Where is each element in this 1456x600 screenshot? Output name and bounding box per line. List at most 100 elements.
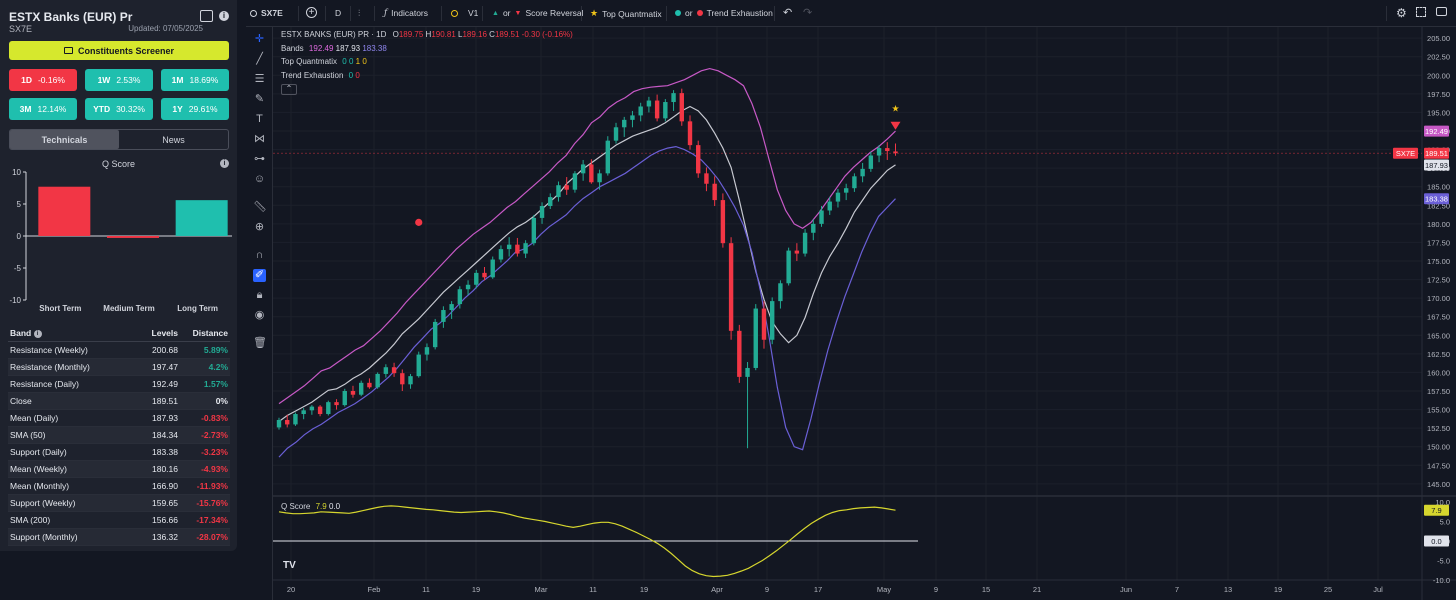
candle-body: [753, 308, 758, 368]
qscore-info-icon[interactable]: i: [220, 159, 229, 168]
projection-tool[interactable]: ⊶: [253, 153, 266, 166]
emoji-tool[interactable]: ☺: [253, 173, 266, 186]
candle-body: [326, 402, 331, 415]
price-tick-label: 157.50: [1427, 387, 1450, 396]
trend-exhaustion-indicator[interactable]: or Trend Exhaustion: [675, 8, 773, 18]
perf-value: 30.32%: [116, 104, 145, 114]
fullscreen-icon: [1416, 7, 1426, 17]
tab-news[interactable]: News: [162, 134, 185, 145]
magnet-tool[interactable]: ∩: [253, 249, 266, 262]
brush-tool[interactable]: ✎: [253, 93, 266, 106]
topq-v0: 0: [342, 57, 347, 66]
time-tick-label: Mar: [535, 585, 548, 594]
bands-upper: 192.49: [308, 44, 334, 53]
fib-tool[interactable]: ☰: [253, 73, 266, 86]
perf-tile-ytd[interactable]: YTD 30.32%: [85, 98, 153, 120]
version-label: V1: [468, 8, 479, 18]
info-icon[interactable]: i: [219, 11, 229, 21]
band-level: 187.93: [152, 413, 178, 423]
qscore-current-box: [1424, 504, 1449, 516]
price-tick-label: 150.00: [1427, 443, 1450, 452]
collapse-legend-button[interactable]: ⌃: [281, 84, 297, 95]
price-tick-label: 200.00: [1427, 71, 1450, 80]
legend-main: ESTX BANKS (EUR) PR · 1D O189.75 H190.81…: [281, 30, 573, 39]
candle-body: [408, 376, 413, 385]
candle-body: [293, 414, 298, 425]
candle-body: [317, 406, 323, 415]
legend-o-label: O: [392, 30, 399, 39]
candle-body: [334, 402, 339, 406]
perf-period: 3M: [19, 104, 32, 114]
indicators-button[interactable]: ƒ Indicators: [384, 8, 428, 18]
trendline-tool[interactable]: ╱: [253, 53, 266, 66]
header-distance: Distance: [192, 328, 228, 338]
lock-tool[interactable]: 🔒︎: [253, 289, 266, 302]
version-button[interactable]: V1: [451, 8, 478, 18]
candle-body: [696, 145, 701, 174]
candle-body: [474, 272, 479, 285]
screenshot-button[interactable]: [1436, 7, 1447, 16]
band-level: 184.34: [152, 430, 178, 440]
candle-body: [400, 373, 405, 385]
redo-button[interactable]: ↷: [803, 6, 812, 19]
perf-tile-1m[interactable]: 1M 18.69%: [161, 69, 229, 91]
updated-date: Updated: 07/05/2025: [128, 24, 203, 33]
interval-button[interactable]: D: [335, 8, 341, 18]
chart-type-button[interactable]: ⫶: [358, 8, 360, 19]
symbol-search[interactable]: SX7E: [250, 8, 283, 18]
candle-body: [285, 419, 290, 425]
legend-change: -0.30 (-0.16%): [521, 30, 573, 39]
zoom-tool[interactable]: ⊕: [253, 221, 266, 234]
band-distance: -15.76%: [196, 498, 228, 508]
fullscreen-button[interactable]: [1416, 7, 1426, 17]
candle-body: [654, 100, 660, 119]
band-row: SMA (200) 156.66 -17.34%: [8, 512, 230, 529]
search-icon: [250, 9, 257, 17]
time-tick-label: 7: [1175, 585, 1179, 594]
band-info-icon[interactable]: i: [33, 329, 42, 338]
settings-button[interactable]: ⚙: [1396, 6, 1407, 20]
trend-exhaustion-dot: [415, 218, 423, 226]
price-chart[interactable]: 205.00202.50200.00197.50195.00192.50190.…: [273, 27, 1456, 600]
legend-c-label: C: [489, 30, 495, 39]
qscore-y-tick-label: 5: [17, 200, 22, 209]
measure-tool[interactable]: 📏︎: [253, 201, 267, 214]
top-quantmatix-indicator[interactable]: ★ Top Quantmatix: [590, 8, 662, 19]
candle-body: [556, 185, 561, 198]
perf-value: 12.14%: [37, 104, 67, 114]
divider: [1386, 6, 1387, 21]
text-tool[interactable]: T: [253, 113, 266, 126]
candle-body: [712, 183, 717, 201]
compare-add-button[interactable]: +: [306, 7, 317, 18]
top-quantmatix-label: Top Quantmatix: [602, 8, 662, 19]
stay-drawing-tool[interactable]: ✐: [253, 269, 266, 282]
red-dot-icon: [696, 10, 703, 16]
candle-body: [498, 249, 504, 260]
price-tick-label: 165.00: [1427, 331, 1450, 340]
score-reversal-indicator[interactable]: ▲ or ▼ Score Reversal: [492, 8, 584, 18]
undo-button[interactable]: ↶: [783, 6, 792, 19]
tab-technicals[interactable]: Technicals: [10, 130, 119, 149]
perf-period: 1M: [171, 75, 184, 85]
triangle-down-icon: ▼: [514, 9, 522, 17]
constituents-screener-button[interactable]: Constituents Screener: [9, 41, 229, 60]
band-level: 192.49: [152, 379, 178, 389]
smiley-icon: ☺: [253, 173, 266, 185]
candle-body: [465, 284, 471, 290]
candle-body: [597, 173, 602, 183]
briefcase-icon[interactable]: [200, 10, 213, 22]
pattern-tool[interactable]: ⋈: [253, 133, 266, 146]
visibility-tool[interactable]: ◉: [253, 309, 266, 322]
crosshair-tool[interactable]: ✛: [253, 33, 266, 46]
perf-tile-1d[interactable]: 1D -0.16%: [9, 69, 77, 91]
screener-icon: [63, 47, 73, 54]
perf-tile-3m[interactable]: 3M 12.14%: [9, 98, 77, 120]
band-distance: -11.93%: [196, 481, 228, 491]
perf-tile-1y[interactable]: 1Y 29.61%: [161, 98, 229, 120]
delete-tool[interactable]: 🗑︎: [253, 337, 267, 350]
perf-tile-1w[interactable]: 1W 2.53%: [85, 69, 153, 91]
candle-body: [885, 148, 890, 152]
candle-body: [457, 289, 463, 305]
candle-body: [663, 102, 668, 119]
